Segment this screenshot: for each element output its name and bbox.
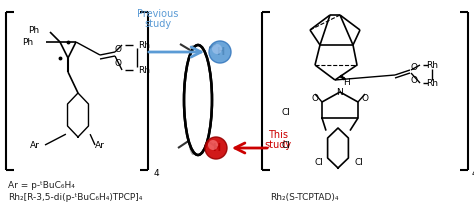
Circle shape [205,137,227,159]
Circle shape [212,44,222,54]
Text: O: O [410,75,418,84]
Text: Rh: Rh [138,40,150,50]
Text: This: This [268,130,288,140]
Text: study: study [145,19,172,29]
Text: Ph: Ph [22,37,33,46]
Text: Cl: Cl [315,158,324,167]
Text: Previous: Previous [137,9,179,19]
Text: O: O [362,94,368,103]
FancyArrowPatch shape [235,143,267,153]
Text: Ar = p-ᵗBuC₆H₄: Ar = p-ᵗBuC₆H₄ [8,180,75,189]
Text: H: H [216,47,224,57]
Text: 4: 4 [471,169,474,178]
Text: Rh: Rh [426,79,438,88]
Circle shape [208,140,218,150]
Text: study: study [264,140,292,150]
Text: O: O [410,62,418,72]
Text: O: O [115,44,121,53]
Text: H: H [344,77,350,86]
Circle shape [209,41,231,63]
Ellipse shape [198,43,214,157]
Text: O: O [115,59,121,68]
Text: Cl: Cl [355,158,364,167]
Ellipse shape [184,45,212,155]
Text: Cl: Cl [282,141,291,150]
Text: 4: 4 [153,169,159,178]
Text: Ar: Ar [30,141,40,150]
Text: Ph: Ph [28,26,39,35]
Text: Cl: Cl [282,108,291,117]
Text: N: N [337,88,343,97]
Text: Rh₂(S-TCPTAD)₄: Rh₂(S-TCPTAD)₄ [270,192,338,202]
Ellipse shape [185,45,201,155]
Text: Rh: Rh [426,61,438,70]
Text: Rh: Rh [138,66,150,75]
Text: Ar: Ar [95,141,105,150]
Text: O: O [311,94,319,103]
Text: H: H [212,143,220,153]
FancyArrowPatch shape [149,47,201,57]
Text: Rh₂[R-3,5-di(p-ᵗBuC₆H₄)TPCP]₄: Rh₂[R-3,5-di(p-ᵗBuC₆H₄)TPCP]₄ [8,192,142,202]
